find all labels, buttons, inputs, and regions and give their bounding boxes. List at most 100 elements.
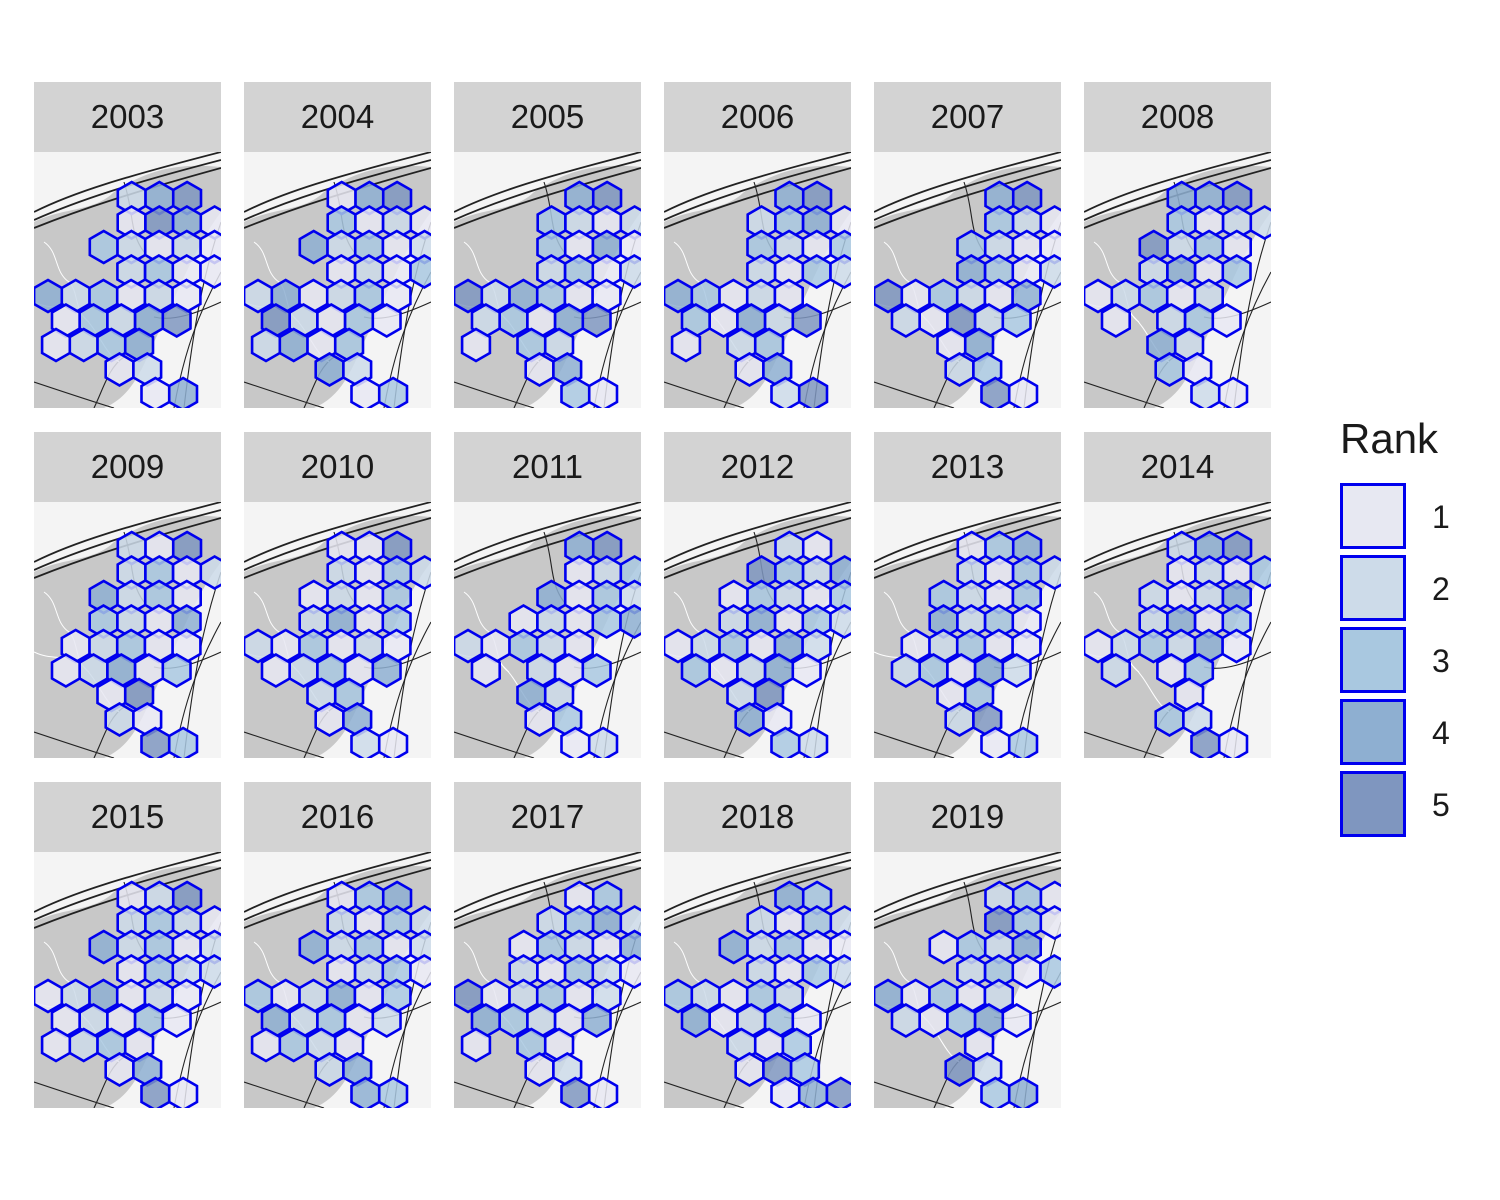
hex-cell-rank-4 <box>581 1002 612 1039</box>
hex-cell-rank-1 <box>161 1002 192 1039</box>
basemap-road <box>1023 921 1061 1108</box>
map-svg <box>454 502 641 758</box>
basemap-stream <box>463 591 510 673</box>
hex-cell-rank-4 <box>797 1076 829 1108</box>
hex-cell-rank-1 <box>1217 726 1249 758</box>
basemap-road <box>664 381 745 408</box>
hex-cell-rank-3 <box>1154 701 1185 738</box>
hex-cell-rank-3 <box>1221 253 1252 290</box>
map-svg <box>664 852 851 1108</box>
basemap-road <box>664 852 851 913</box>
hex-cell-rank-1 <box>140 376 171 408</box>
basemap-road <box>1084 517 1271 579</box>
facet-2016: 2016 <box>244 782 431 1108</box>
basemap-road <box>34 381 115 408</box>
facet-2017: 2017 <box>454 782 641 1108</box>
hex-cell-rank-5 <box>581 302 612 339</box>
hex-cell-rank-3 <box>1154 351 1185 388</box>
legend-key-rank-4 <box>1340 699 1406 765</box>
legend-label: 4 <box>1432 715 1450 751</box>
hex-cell-rank-2 <box>1190 376 1221 408</box>
hex-cell-rank-1 <box>199 253 221 290</box>
basemap-road <box>244 867 431 929</box>
legend: Rank 1 2 3 4 5 <box>1338 415 1478 845</box>
hex-cell-rank-2 <box>944 351 975 388</box>
map-panel <box>454 502 641 758</box>
basemap-road <box>1084 731 1165 758</box>
map-svg <box>244 152 431 408</box>
hex-cell-rank-2 <box>78 652 109 689</box>
basemap-road <box>244 859 431 921</box>
hex-cell-rank-1 <box>708 652 739 689</box>
hex-cell-rank-3 <box>770 726 801 758</box>
facet-strip-label: 2008 <box>1084 82 1271 152</box>
hex-cell-rank-3 <box>591 603 622 640</box>
basemap-road <box>244 381 325 408</box>
hex-cell-rank-1 <box>587 1076 619 1108</box>
hex-cell-rank-1 <box>1221 628 1252 664</box>
hex-cell-rank-1 <box>1217 376 1249 408</box>
hex-cell-rank-3 <box>161 652 192 689</box>
basemap-road <box>874 167 1061 229</box>
basemap-road <box>874 852 1061 913</box>
hex-cell-rank-4 <box>314 351 345 388</box>
hex-cell-rank-2 <box>350 726 381 758</box>
hexbin-layer <box>664 180 851 408</box>
basemap-road <box>874 1081 955 1108</box>
basemap-road <box>1084 152 1271 213</box>
hex-cell-rank-2 <box>829 253 851 290</box>
hex-cell-rank-4 <box>619 603 641 640</box>
hex-cell-rank-3 <box>88 229 119 265</box>
facet-strip-label: 2017 <box>454 782 641 852</box>
basemap-road <box>454 509 641 571</box>
hex-cell-rank-4 <box>167 376 199 408</box>
basemap-road <box>874 859 1061 921</box>
hex-cell-rank-5 <box>797 376 829 408</box>
hex-cell-rank-5 <box>560 1076 591 1108</box>
hex-cell-rank-1 <box>409 953 431 990</box>
facet-2018: 2018 <box>664 782 851 1108</box>
facet-strip-label: 2007 <box>874 82 1061 152</box>
basemap-road <box>454 517 641 579</box>
hex-cell-rank-2 <box>890 1002 922 1039</box>
hex-cell-rank-1 <box>918 1002 949 1039</box>
basemap-road <box>34 731 115 758</box>
basemap-road <box>454 502 641 563</box>
facet-2009: 2009 <box>34 432 221 758</box>
map-svg <box>244 502 431 758</box>
facet-2011: 2011 <box>454 432 641 758</box>
basemap-road <box>874 159 1061 221</box>
hex-cell-rank-4 <box>680 1002 712 1039</box>
hex-cell-rank-3 <box>409 253 431 290</box>
facet-2015: 2015 <box>34 782 221 1108</box>
facet-2013: 2013 <box>874 432 1061 758</box>
map-svg <box>1084 502 1271 758</box>
hex-cell-rank-1 <box>460 1027 492 1063</box>
hex-cell-rank-1 <box>250 1027 282 1063</box>
basemap-road <box>1233 221 1271 408</box>
basemap-road <box>1084 381 1165 408</box>
hex-cell-rank-3 <box>664 978 694 1014</box>
hex-cell-rank-5 <box>140 1076 171 1108</box>
facet-strip-label: 2015 <box>34 782 221 852</box>
basemap-road <box>244 509 431 571</box>
hex-cell-rank-2 <box>890 302 922 339</box>
hexbin-layer <box>244 880 431 1108</box>
hexbin-layer <box>34 880 221 1108</box>
basemap-road <box>454 859 641 921</box>
facet-2019: 2019 <box>874 782 1061 1108</box>
hex-cell-rank-2 <box>890 652 922 689</box>
hex-cell-rank-5 <box>161 302 192 339</box>
basemap-road <box>244 167 431 229</box>
facet-2005: 2005 <box>454 82 641 408</box>
facet-strip-label: 2011 <box>454 432 641 502</box>
hex-cell-rank-2 <box>244 628 274 664</box>
map-panel <box>1084 502 1271 758</box>
basemap-road <box>244 152 431 213</box>
map-panel <box>874 852 1061 1108</box>
hexbin-layer <box>50 530 221 758</box>
legend-title: Rank <box>1340 415 1439 462</box>
hex-cell-rank-2 <box>587 726 619 758</box>
legend-label: 2 <box>1432 571 1450 607</box>
hex-cell-rank-1 <box>371 302 402 339</box>
